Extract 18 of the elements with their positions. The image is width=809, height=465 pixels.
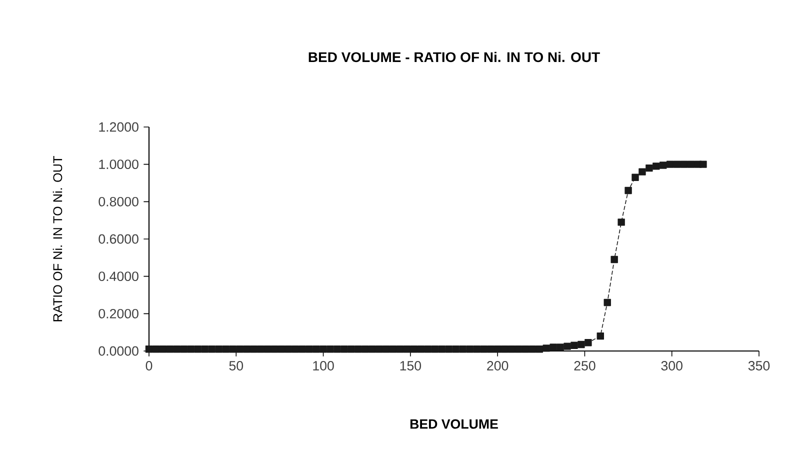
chart-title: BED VOLUME - RATIO OF Ni. IN TO Ni. OUT [308, 52, 600, 62]
y-tick-label: 1.2000 [99, 122, 138, 132]
y-tick-label: 1.0000 [99, 160, 138, 170]
y-tick-label: 0.8000 [98, 196, 138, 206]
x-tick-label: 0 [146, 361, 152, 370]
y-tick-label: 0.6000 [98, 234, 138, 244]
x-tick-label: 250 [574, 361, 596, 370]
x-tick-label: 100 [313, 361, 334, 370]
x-tick-label: 150 [400, 361, 422, 370]
y-tick-label: 0.0000 [98, 346, 138, 356]
y-axis-title: RATIO OF Ni. IN TO Ni. OUT [52, 156, 62, 322]
x-tick-label: 200 [487, 361, 508, 370]
x-tick-label: 350 [748, 361, 770, 370]
y-tick-label: 0.2000 [98, 308, 138, 318]
x-tick-label: 300 [661, 361, 682, 370]
x-axis-title: BED VOLUME [410, 419, 498, 429]
x-tick-label: 50 [229, 361, 244, 370]
y-tick-label: 0.4000 [98, 272, 138, 282]
